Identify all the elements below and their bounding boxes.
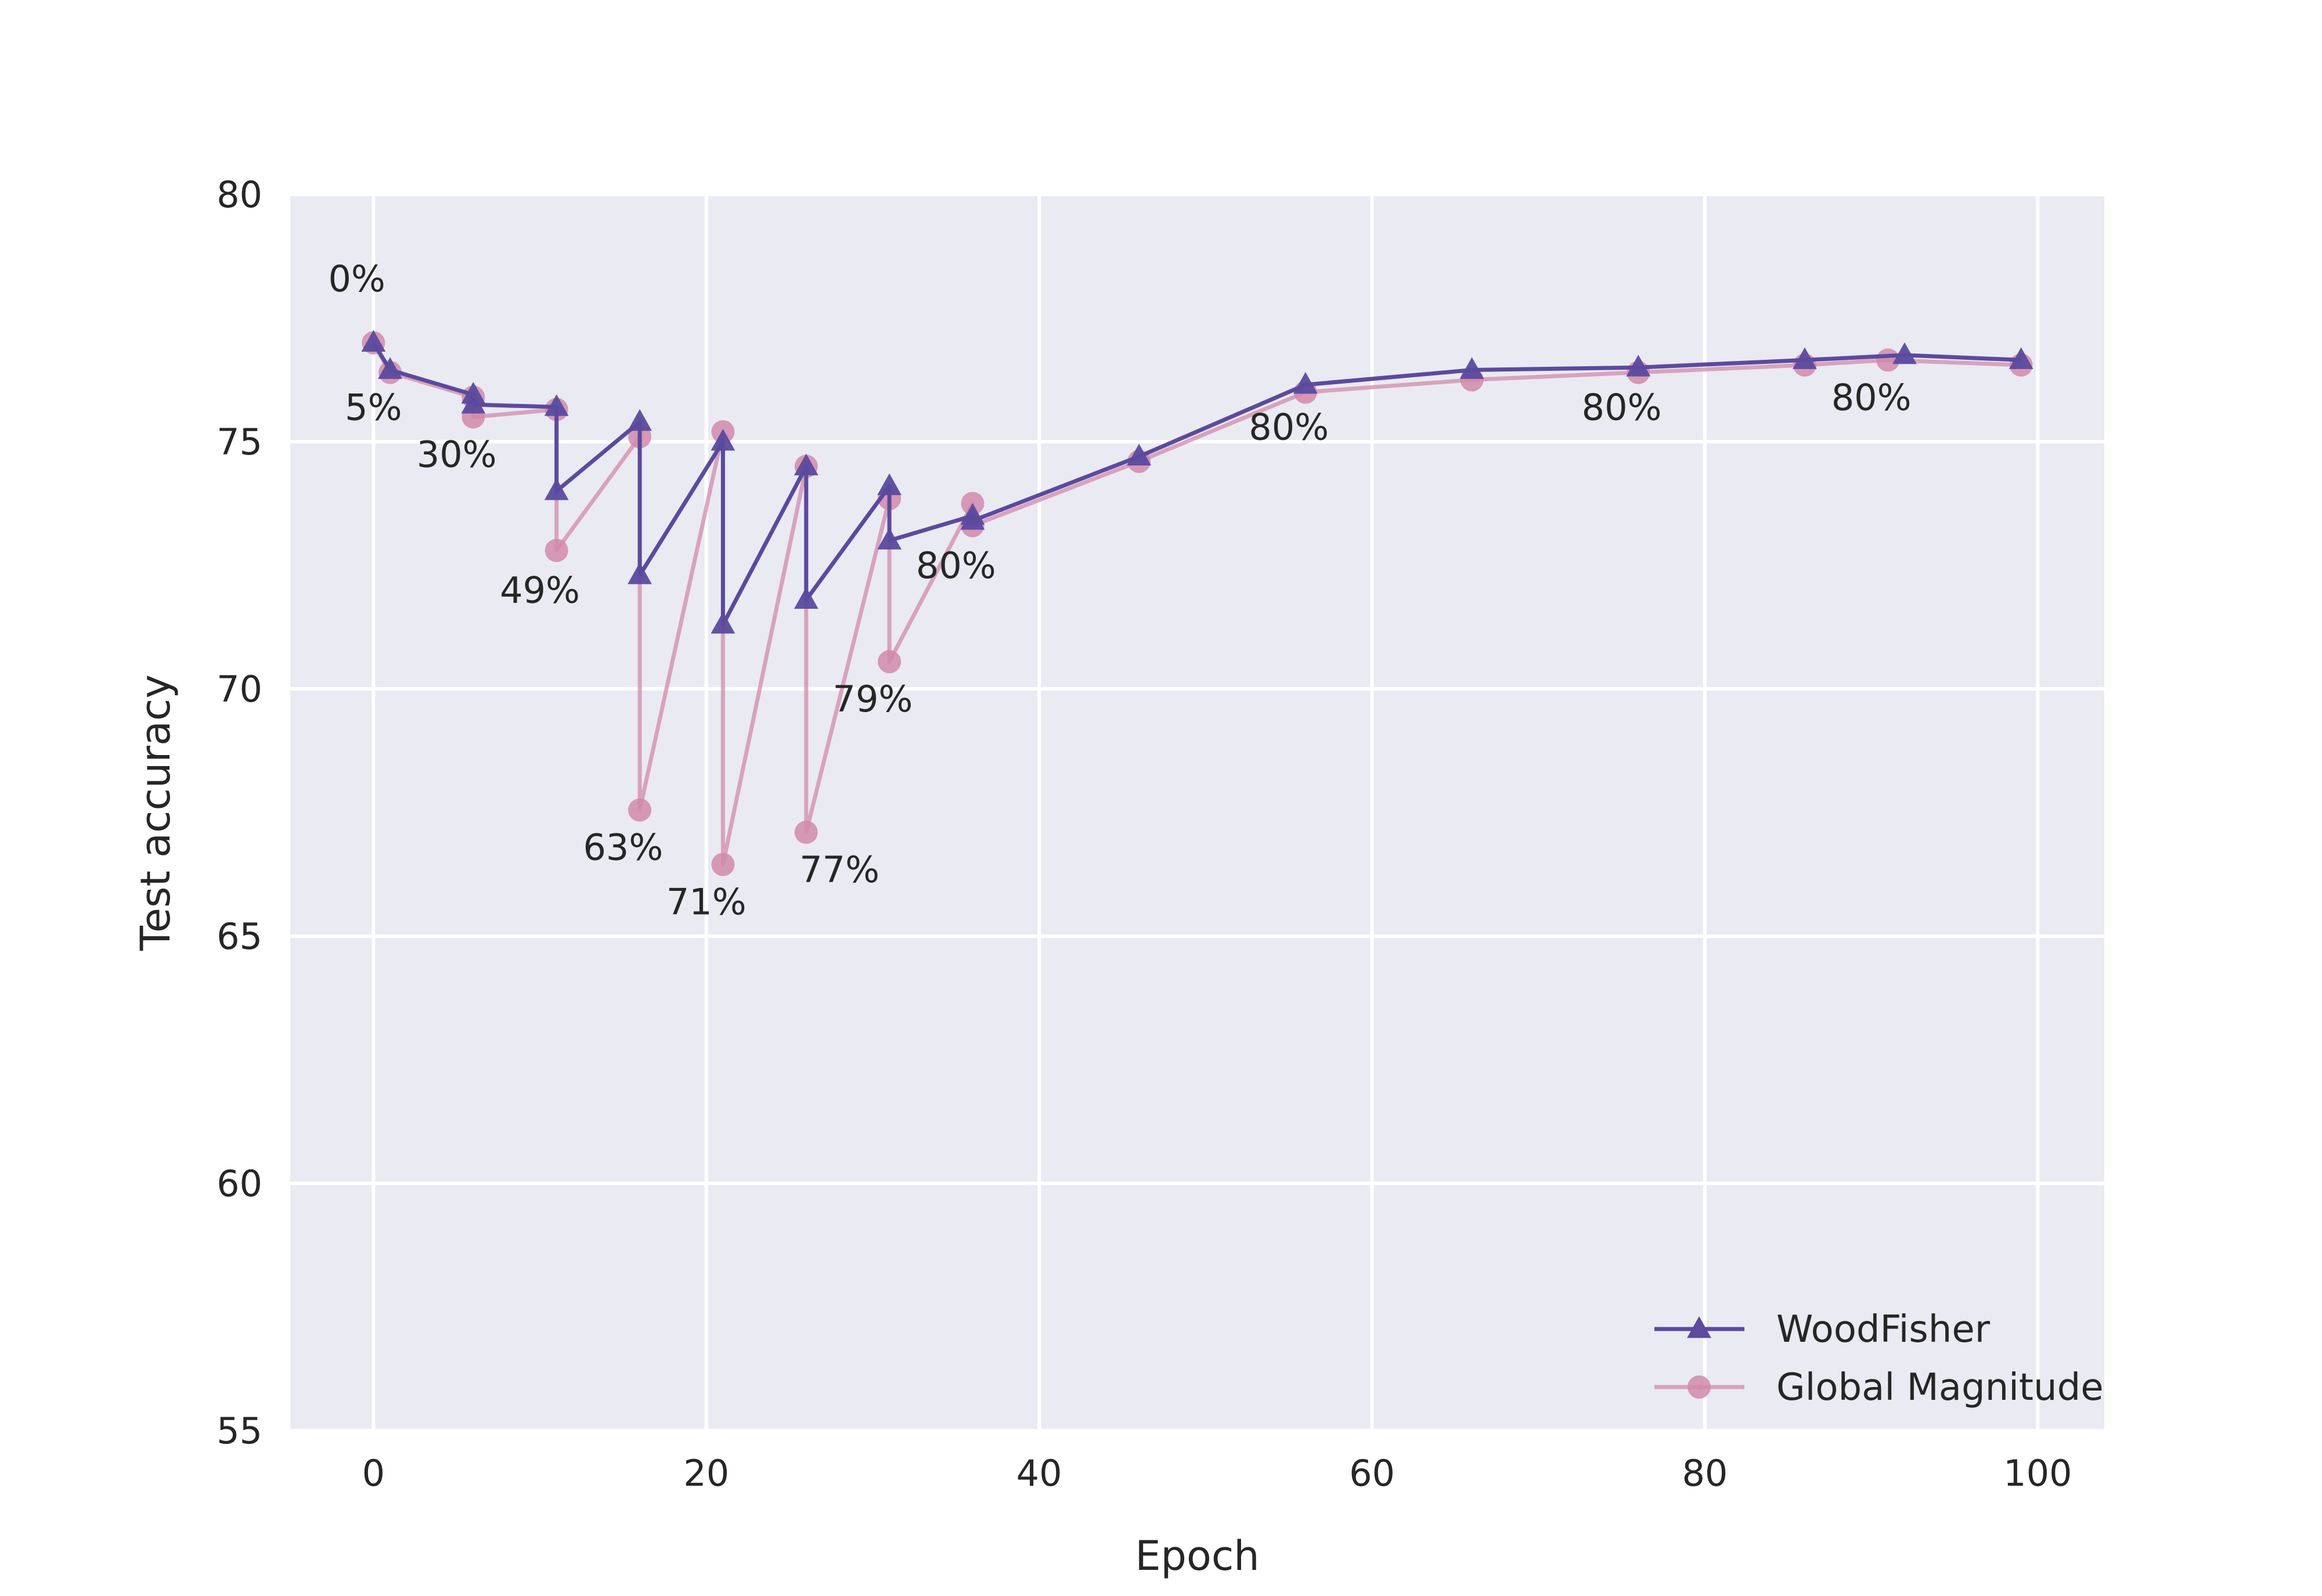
sparsity-annotation: 49% <box>500 569 580 612</box>
y-tick-label: 80 <box>217 174 262 216</box>
y-tick-label: 60 <box>217 1162 262 1205</box>
sparsity-annotation: 79% <box>833 678 913 720</box>
sparsity-annotation: 63% <box>583 826 663 869</box>
data-point <box>711 612 735 634</box>
legend-marker <box>1688 1375 1711 1399</box>
data-point <box>1892 342 1917 364</box>
data-point <box>461 392 486 414</box>
data-point <box>877 528 902 550</box>
sparsity-annotation: 0% <box>328 258 385 300</box>
data-point <box>711 429 735 451</box>
sparsity-annotation: 30% <box>417 433 497 475</box>
y-tick-label: 75 <box>217 421 262 463</box>
legend-item-woodfisher: WoodFisher <box>1654 1308 1991 1351</box>
data-point <box>1293 372 1318 394</box>
data-point <box>2009 347 2033 369</box>
data-point <box>1626 355 1651 377</box>
x-tick-label: 80 <box>1682 1452 1728 1494</box>
data-point <box>1459 357 1484 379</box>
legend-label: WoodFisher <box>1776 1308 1991 1351</box>
data-point <box>1793 347 1817 369</box>
legend-marker <box>1687 1316 1711 1338</box>
legend-label: Global Magnitude <box>1776 1366 2104 1409</box>
sparsity-annotation: 80% <box>1582 386 1662 428</box>
sparsity-annotation: 5% <box>345 386 402 428</box>
x-tick-label: 100 <box>2003 1452 2072 1494</box>
data-point <box>544 394 569 416</box>
sparsity-annotation: 80% <box>1831 376 1912 418</box>
sparsity-annotation: 80% <box>916 544 996 587</box>
y-tick-label: 55 <box>217 1410 262 1452</box>
x-tick-label: 40 <box>1016 1452 1062 1494</box>
y-axis-title: Test accuracy <box>132 674 179 951</box>
sparsity-annotation: 77% <box>799 848 879 891</box>
series-woodfisher <box>361 330 2033 634</box>
data-point <box>628 562 652 584</box>
data-point <box>628 409 652 431</box>
data-point <box>960 508 985 530</box>
y-tick-label: 65 <box>217 915 262 958</box>
data-point <box>794 821 818 844</box>
data-point <box>794 453 819 475</box>
sparsity-annotation: 71% <box>666 880 747 923</box>
sparsity-annotation: 80% <box>1249 406 1329 448</box>
y-tick-label: 70 <box>217 668 262 710</box>
legend-item-global-magnitude: Global Magnitude <box>1654 1366 2104 1409</box>
data-point <box>628 798 652 822</box>
data-point <box>378 357 402 379</box>
data-point <box>794 587 819 609</box>
data-point <box>877 473 902 496</box>
data-point <box>711 853 735 876</box>
x-tick-label: 60 <box>1349 1452 1395 1494</box>
data-point <box>1127 443 1152 465</box>
x-axis-title: Epoch <box>1135 1532 1259 1580</box>
data-point <box>544 478 569 500</box>
x-tick-label: 0 <box>362 1452 385 1494</box>
x-tick-label: 20 <box>683 1452 729 1494</box>
data-point <box>361 330 386 352</box>
data-point <box>545 539 568 562</box>
data-point <box>878 650 902 674</box>
plot-area <box>290 194 2104 1431</box>
